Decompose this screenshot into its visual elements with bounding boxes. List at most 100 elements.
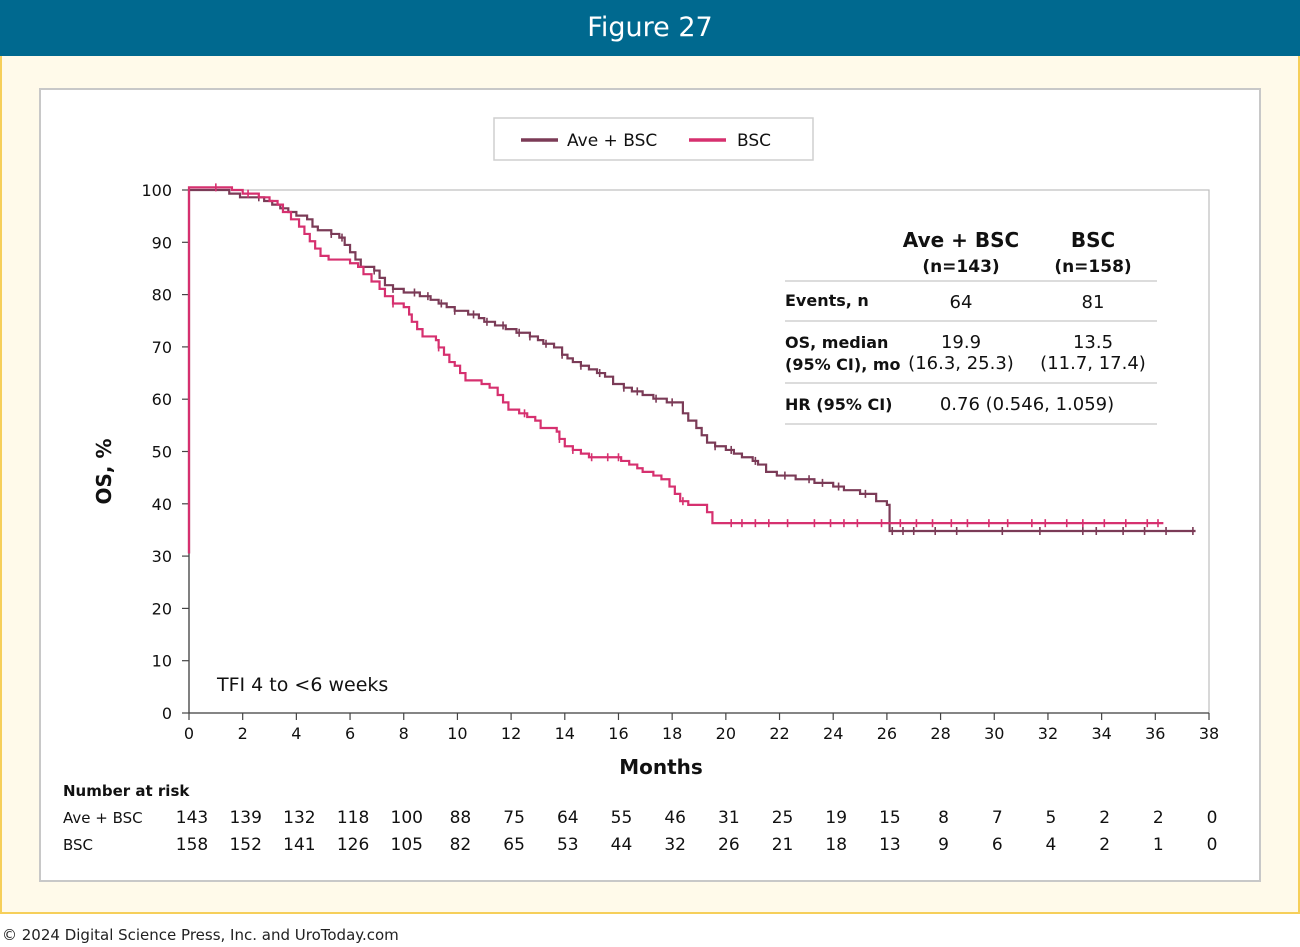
x-tick-label: 6 (345, 724, 355, 743)
stats-table: Ave + BSC (n=143) BSC (n=158) Events, n 64 81 O… (785, 228, 1157, 425)
y-axis-label: OS, % (92, 438, 116, 504)
copyright-footer: © 2024 Digital Science Press, Inc. and U… (2, 926, 399, 944)
stats-col-n: (n=158) (1054, 257, 1131, 277)
risk-count-ave-bsc: 5 (1046, 808, 1057, 828)
x-tick-label: 30 (984, 724, 1004, 743)
risk-count-bsc: 2 (1099, 835, 1110, 855)
risk-count-ave-bsc: 143 (176, 808, 208, 828)
x-tick-label: 8 (399, 724, 409, 743)
risk-count-ave-bsc: 25 (772, 808, 794, 828)
stats-cell-value: 13.5 (1073, 332, 1113, 353)
risk-count-bsc: 0 (1207, 835, 1218, 855)
stats-cell-value: (16.3, 25.3) (908, 353, 1014, 374)
risk-count-bsc: 126 (337, 835, 369, 855)
risk-count-bsc: 18 (825, 835, 847, 855)
risk-count-ave-bsc: 8 (938, 808, 949, 828)
subgroup-annotation: TFI 4 to <6 weeks (216, 674, 388, 696)
stats-row-label: Events, n (785, 291, 869, 310)
stats-hr-value: 0.76 (0.546, 1.059) (940, 394, 1114, 415)
x-tick-label: 0 (184, 724, 194, 743)
x-tick-label: 32 (1038, 724, 1058, 743)
risk-count-ave-bsc: 2 (1099, 808, 1110, 828)
risk-count-bsc: 82 (450, 835, 472, 855)
stats-col-header: BSC (1071, 228, 1115, 252)
x-axis-label: Months (619, 755, 703, 779)
risk-count-bsc: 9 (938, 835, 949, 855)
stats-col-n: (n=143) (922, 257, 999, 277)
risk-count-bsc: 44 (611, 835, 633, 855)
risk-count-ave-bsc: 15 (879, 808, 901, 828)
stats-row-label: HR (95% CI) (785, 395, 892, 414)
risk-count-ave-bsc: 31 (718, 808, 740, 828)
x-tick-label: 16 (608, 724, 628, 743)
risk-count-ave-bsc: 132 (283, 808, 315, 828)
y-tick-label: 80 (152, 286, 172, 305)
risk-count-bsc: 4 (1046, 835, 1057, 855)
y-tick-label: 20 (152, 599, 172, 618)
stats-row-label: (95% CI), mo (785, 355, 901, 374)
risk-count-ave-bsc: 55 (611, 808, 633, 828)
legend-label-bsc: BSC (737, 131, 771, 151)
risk-count-ave-bsc: 75 (503, 808, 525, 828)
risk-count-ave-bsc: 7 (992, 808, 1003, 828)
x-tick-label: 14 (555, 724, 575, 743)
risk-count-ave-bsc: 118 (337, 808, 369, 828)
km-curve-ave-bsc (187, 188, 1196, 554)
risk-count-bsc: 141 (283, 835, 315, 855)
stats-cell-value: 64 (950, 292, 973, 313)
risk-count-bsc: 53 (557, 835, 579, 855)
risk-row-label-ave-bsc: Ave + BSC (63, 809, 143, 827)
risk-count-ave-bsc: 46 (664, 808, 686, 828)
y-tick-label: 100 (141, 181, 172, 200)
risk-count-bsc: 1 (1153, 835, 1164, 855)
y-tick-label: 90 (152, 233, 172, 252)
y-tick-label: 50 (152, 443, 172, 462)
x-tick-label: 10 (447, 724, 467, 743)
risk-count-ave-bsc: 2 (1153, 808, 1164, 828)
risk-count-bsc: 158 (176, 835, 208, 855)
risk-count-bsc: 26 (718, 835, 740, 855)
risk-count-ave-bsc: 139 (229, 808, 261, 828)
x-tick-label: 18 (662, 724, 682, 743)
x-tick-label: 34 (1091, 724, 1111, 743)
y-tick-label: 60 (152, 390, 172, 409)
legend: Ave + BSC BSC (493, 117, 814, 161)
y-tick-label: 40 (152, 495, 172, 514)
stats-cell-value: 81 (1082, 292, 1105, 313)
risk-table-title: Number at risk (63, 782, 190, 800)
plot-area: 0 10 20 30 40 50 60 70 80 90 100 0 2 4 6 8 10 12 14 16 18 20 2… (92, 181, 1219, 779)
risk-count-bsc: 32 (664, 835, 686, 855)
figure-header: Figure 27 (0, 0, 1300, 56)
x-tick-label: 20 (716, 724, 736, 743)
x-tick-label: 12 (501, 724, 521, 743)
stats-col-header: Ave + BSC (903, 228, 1019, 252)
risk-count-bsc: 13 (879, 835, 901, 855)
y-tick-label: 70 (152, 338, 172, 357)
risk-count-ave-bsc: 64 (557, 808, 579, 828)
x-tick-label: 22 (769, 724, 789, 743)
y-tick-label: 30 (152, 547, 172, 566)
risk-count-ave-bsc: 19 (825, 808, 847, 828)
x-tick-label: 36 (1145, 724, 1165, 743)
stats-row-label: OS, median (785, 333, 888, 352)
risk-count-bsc: 65 (503, 835, 525, 855)
x-tick-label: 2 (238, 724, 248, 743)
risk-row-label-bsc: BSC (63, 836, 93, 854)
figure-title: Figure 27 (587, 12, 713, 43)
y-tick-label: 0 (162, 704, 172, 723)
y-tick-label: 10 (152, 652, 172, 671)
risk-count-bsc: 105 (391, 835, 423, 855)
risk-count-bsc: 152 (229, 835, 261, 855)
x-tick-label: 26 (877, 724, 897, 743)
legend-label-ave-bsc: Ave + BSC (567, 131, 657, 151)
stats-cell-value: (11.7, 17.4) (1040, 353, 1146, 374)
stats-cell-value: 19.9 (941, 332, 981, 353)
figure-frame: Ave + BSC BSC 0 10 20 30 40 50 60 70 80 90 100 0 2 4 6 8… (0, 56, 1300, 914)
risk-count-bsc: 21 (772, 835, 794, 855)
chart-panel: Ave + BSC BSC 0 10 20 30 40 50 60 70 80 90 100 0 2 4 6 8… (39, 88, 1261, 882)
x-tick-label: 4 (291, 724, 301, 743)
risk-count-ave-bsc: 88 (450, 808, 472, 828)
risk-count-bsc: 6 (992, 835, 1003, 855)
